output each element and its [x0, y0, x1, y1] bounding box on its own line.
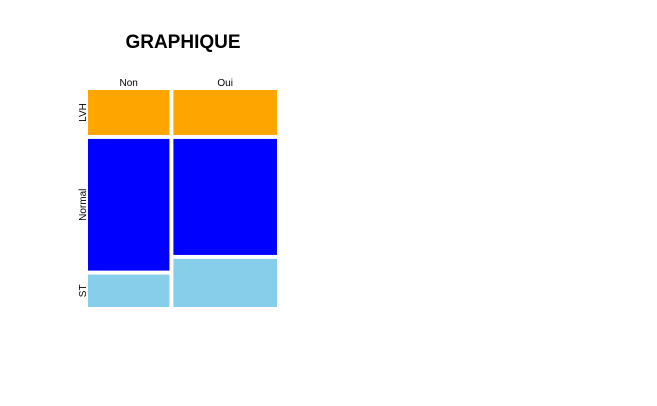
cell-non-st [88, 274, 170, 307]
cell-oui-st [173, 258, 277, 307]
cell-oui-lvh [173, 90, 277, 135]
y-label-lvh: LVH [78, 103, 89, 122]
cell-non-lvh [88, 90, 170, 135]
x-axis-labels: Non Oui [120, 78, 233, 89]
mosaic-cells [88, 90, 277, 307]
cell-oui-normal [173, 138, 277, 255]
x-label-non: Non [120, 78, 138, 89]
chart-title: GRAPHIQUE [125, 32, 240, 53]
y-axis-labels: LVH Normal ST [78, 103, 89, 297]
y-label-normal: Normal [78, 189, 89, 221]
x-label-oui: Oui [217, 78, 233, 89]
y-label-st: ST [78, 284, 89, 297]
cell-non-normal [88, 138, 170, 271]
